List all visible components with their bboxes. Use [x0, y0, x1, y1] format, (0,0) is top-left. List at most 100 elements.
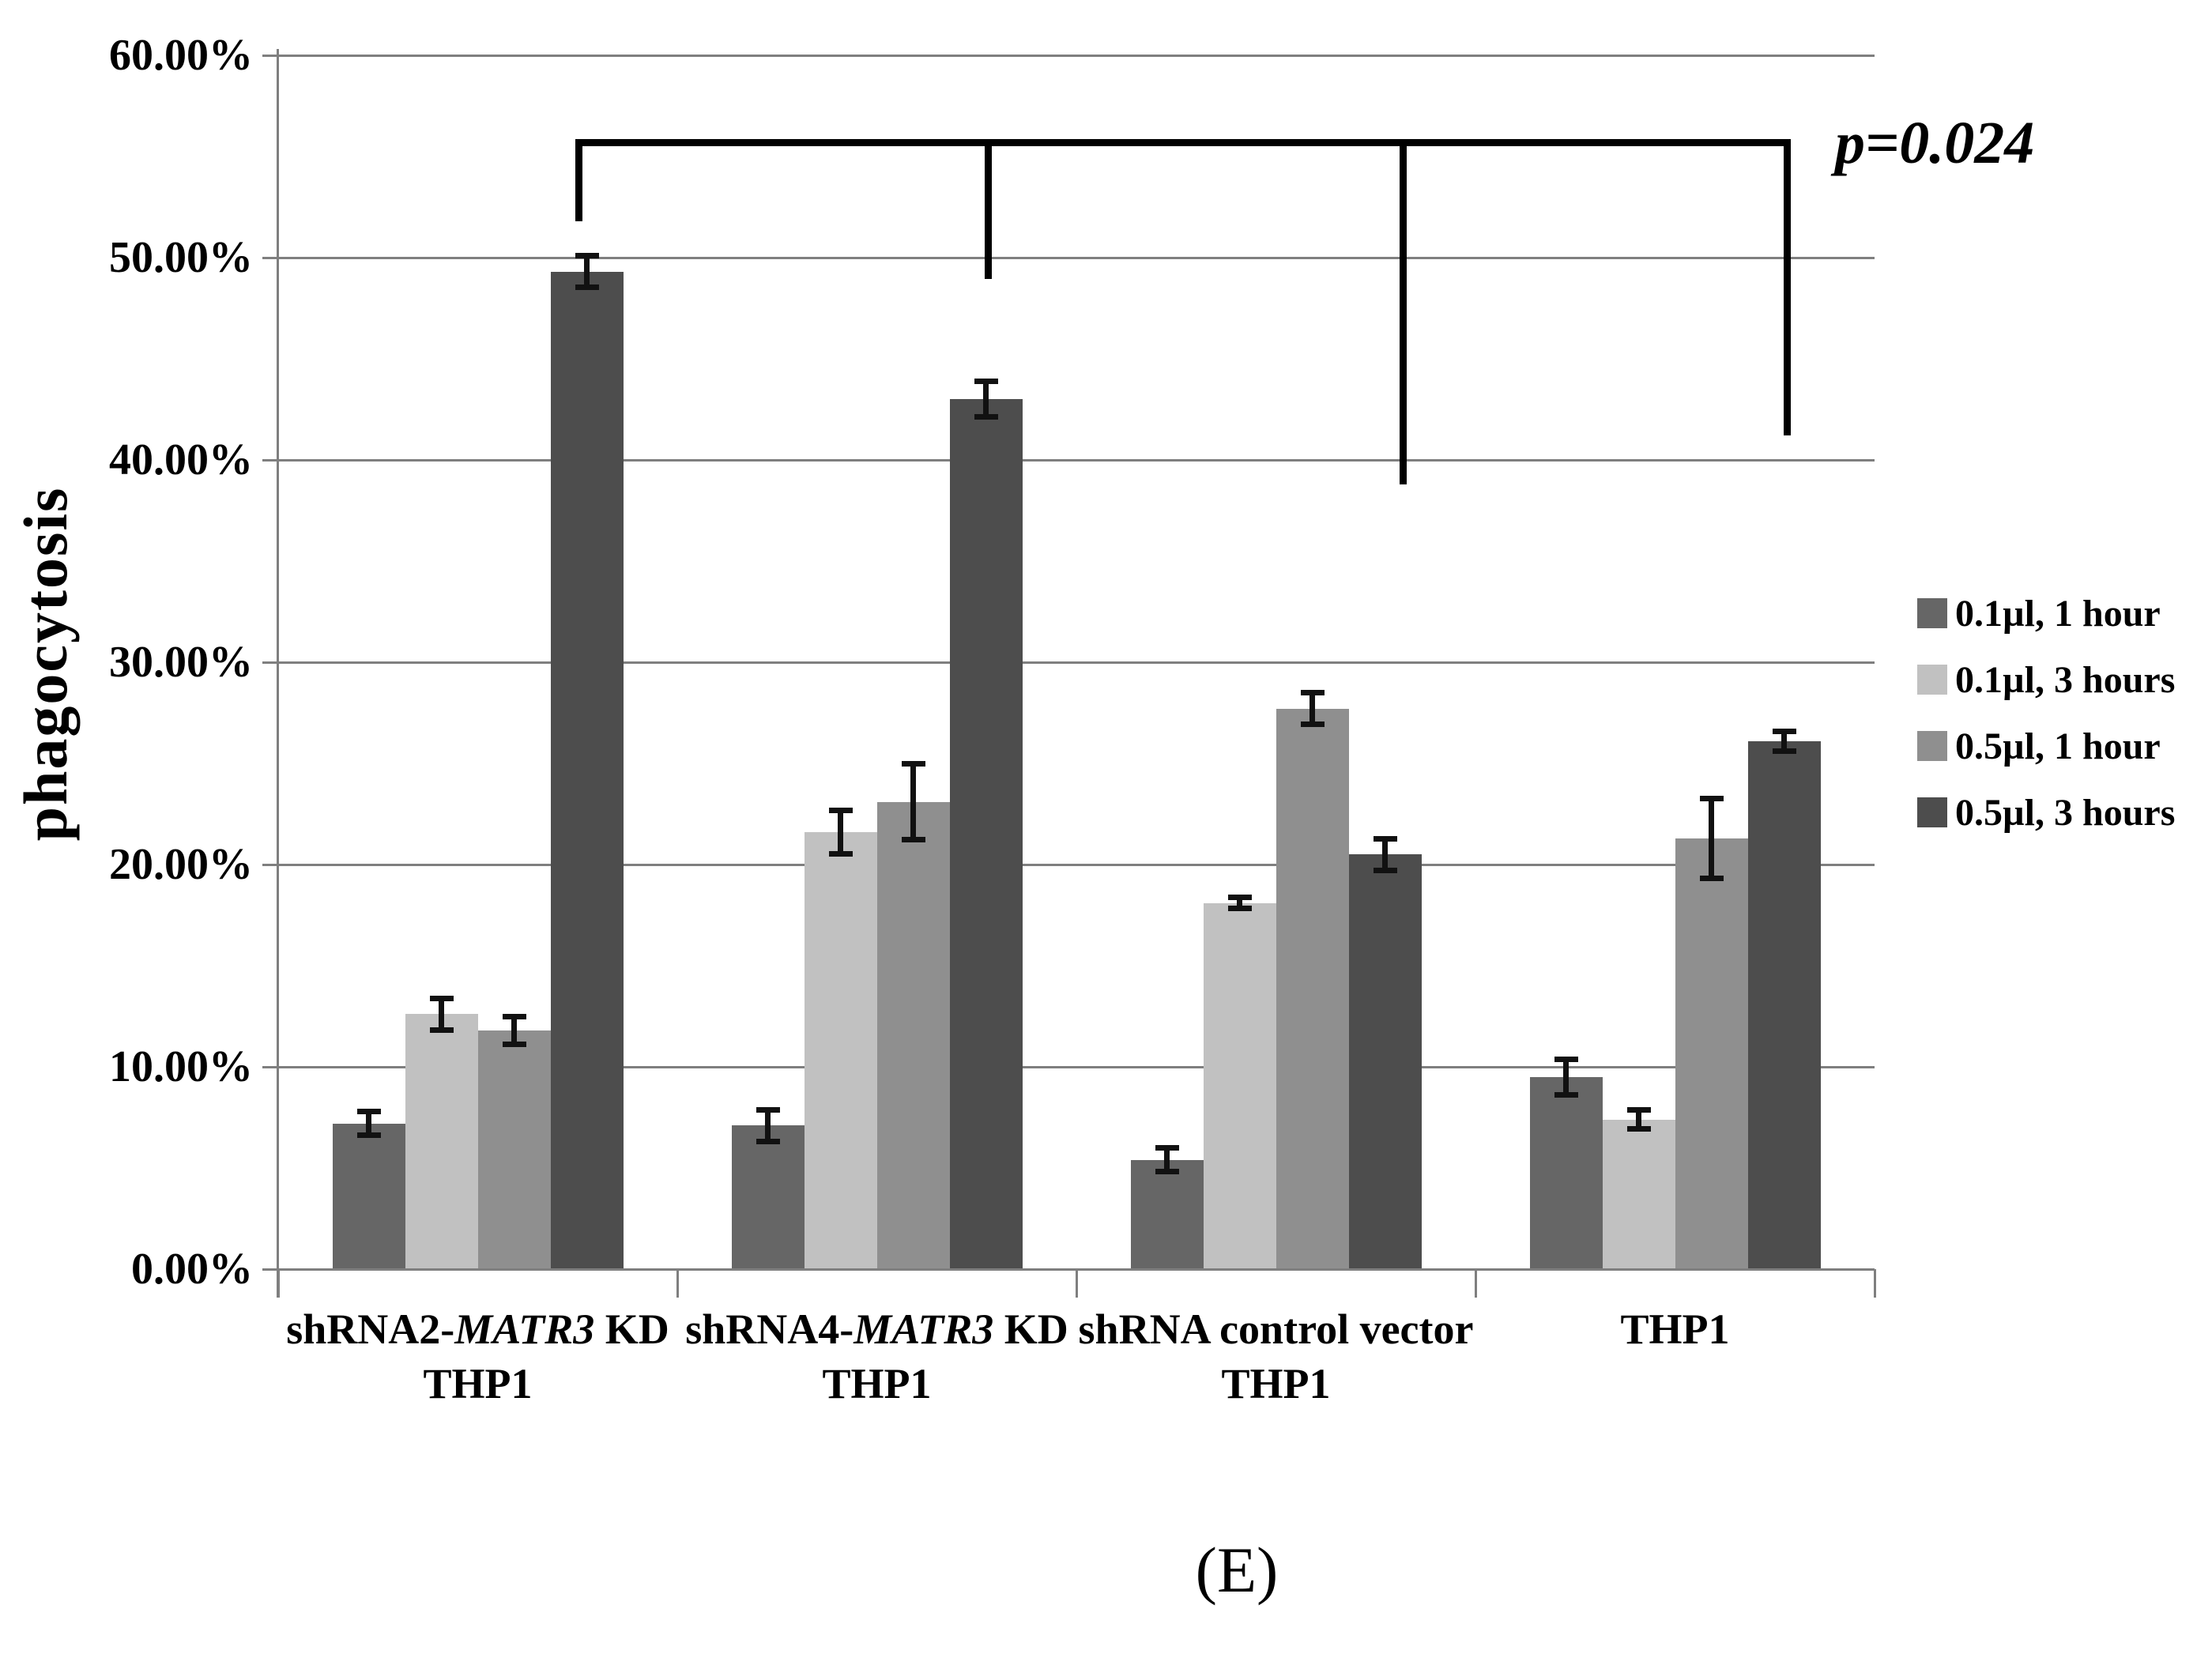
y-axis-tick-label: 20.00%: [109, 840, 253, 889]
error-bar-cap-top: [1373, 835, 1397, 842]
error-bar-stem: [439, 997, 444, 1030]
x-category-label: shRNA2-MATR3 KD THP1: [225, 1302, 731, 1411]
significance-bracket-leg: [985, 139, 992, 279]
error-bar-cap-bottom: [1227, 906, 1252, 912]
gridline: [262, 257, 1875, 259]
y-axis-tick-label: 60.00%: [109, 31, 253, 80]
x-category-label: THP1: [1423, 1302, 1928, 1357]
bar-0-1-l-3-hours: [804, 832, 877, 1269]
x-category-label-line1: shRNA4-MATR3 KD: [685, 1305, 1068, 1353]
error-bar-cap-bottom: [1300, 721, 1325, 728]
error-bar-stem: [1636, 1109, 1641, 1130]
error-bar-cap-bottom: [756, 1138, 780, 1144]
legend-label: 0.1µl, 3 hours: [1955, 658, 2176, 701]
x-axis-baseline: [262, 1268, 1875, 1271]
error-bar-stem: [1309, 692, 1315, 725]
y-axis-tick-label: 0.00%: [131, 1245, 253, 1294]
x-axis-boundary-tick: [1076, 1269, 1078, 1298]
legend-item: 0.1µl, 3 hours: [1917, 657, 2175, 702]
y-axis-tick-label: 10.00%: [109, 1042, 253, 1091]
error-bar-cap-top: [502, 1014, 526, 1019]
x-category-label-line2: THP1: [822, 1360, 932, 1408]
x-category-label-line2: THP1: [1221, 1360, 1331, 1408]
legend-label: 0.5µl, 3 hours: [1955, 791, 2176, 834]
legend-label: 0.1µl, 1 hour: [1955, 592, 2161, 635]
error-bar-stem: [1237, 896, 1242, 910]
bar-0-5-l-3-hours: [550, 271, 624, 1269]
error-bar-cap-bottom: [1155, 1169, 1179, 1175]
gridline: [262, 864, 1875, 866]
error-bar-cap-top: [1699, 795, 1724, 801]
legend-item: 0.1µl, 1 hour: [1917, 591, 2175, 635]
error-bar-cap-bottom: [1554, 1091, 1578, 1098]
x-axis-boundary-tick: [676, 1269, 679, 1298]
error-bar-stem: [1781, 731, 1787, 752]
legend-item: 0.5µl, 3 hours: [1917, 790, 2175, 834]
error-bar-cap-bottom: [1772, 748, 1796, 754]
bar-0-5-l-1-hour: [876, 801, 950, 1269]
legend-label: 0.5µl, 1 hour: [1955, 725, 2161, 767]
gridline: [262, 459, 1875, 462]
error-bar-stem: [511, 1016, 517, 1045]
error-bar-cap-top: [974, 379, 998, 385]
error-bar-cap-bottom: [974, 414, 998, 420]
error-bar-cap-bottom: [429, 1027, 454, 1033]
bar-0-5-l-1-hour: [1675, 838, 1748, 1269]
gridline: [262, 661, 1875, 664]
y-axis-tick-label: 30.00%: [109, 638, 253, 687]
x-axis-boundary-tick: [277, 1269, 280, 1298]
error-bar-cap-bottom: [1699, 875, 1724, 881]
error-bar-stem: [366, 1111, 371, 1136]
x-axis-boundary-tick: [1874, 1269, 1876, 1298]
bar-0-1-l-3-hours: [1602, 1119, 1675, 1269]
significance-bracket-bar: [575, 139, 1791, 146]
error-bar-stem: [1563, 1058, 1569, 1095]
legend-item: 0.5µl, 1 hour: [1917, 724, 2175, 768]
bar-0-5-l-3-hours: [1348, 854, 1422, 1269]
bar-0-1-l-1-hour: [332, 1123, 405, 1269]
y-axis-tick-label: 50.00%: [109, 233, 253, 282]
error-bar-cap-top: [756, 1106, 780, 1113]
error-bar-cap-bottom: [901, 837, 925, 843]
error-bar-cap-top: [1300, 690, 1325, 696]
figure-label: (E): [1195, 1534, 1279, 1606]
error-bar-cap-top: [1155, 1145, 1179, 1151]
error-bar-stem: [765, 1109, 771, 1142]
x-axis-boundary-tick: [1475, 1269, 1477, 1298]
error-bar-stem: [1709, 797, 1714, 879]
bar-0-1-l-1-hour: [1529, 1076, 1603, 1269]
x-category-label-line1: THP1: [1620, 1305, 1730, 1353]
x-category-label-line1: shRNA control vector: [1078, 1305, 1474, 1353]
legend-swatch-icon: [1917, 598, 1947, 628]
error-bar-cap-top: [901, 761, 925, 767]
bar-0-5-l-3-hours: [949, 399, 1023, 1269]
significance-bracket-leg: [575, 139, 582, 221]
error-bar-cap-bottom: [1373, 867, 1397, 873]
error-bar-cap-bottom: [502, 1041, 526, 1047]
error-bar-cap-top: [575, 253, 599, 259]
bar-0-5-l-3-hours: [1747, 740, 1821, 1269]
legend-swatch-icon: [1917, 731, 1947, 761]
error-bar-stem: [910, 763, 916, 841]
bar-0-1-l-3-hours: [1203, 902, 1276, 1269]
significance-bracket-leg: [1400, 139, 1407, 484]
error-bar-cap-bottom: [1626, 1126, 1651, 1132]
error-bar-cap-top: [1227, 894, 1252, 900]
p-value-label: p=0.024: [1835, 110, 2035, 176]
error-bar-stem: [838, 809, 843, 855]
significance-bracket-leg: [1784, 139, 1791, 435]
error-bar-cap-bottom: [575, 284, 599, 291]
gridline: [262, 55, 1875, 57]
error-bar-stem: [1382, 838, 1388, 871]
error-bar-cap-top: [1554, 1056, 1578, 1062]
x-category-label-line1: shRNA2-MATR3 KD: [286, 1305, 669, 1353]
bar-0-1-l-3-hours: [405, 1014, 478, 1269]
y-axis-line: [277, 49, 279, 1298]
bar-0-5-l-1-hour: [1276, 708, 1349, 1269]
error-bar-cap-top: [828, 807, 853, 813]
legend-swatch-icon: [1917, 665, 1947, 695]
error-bar-stem: [584, 255, 590, 288]
y-axis-tick-label: 40.00%: [109, 435, 253, 484]
